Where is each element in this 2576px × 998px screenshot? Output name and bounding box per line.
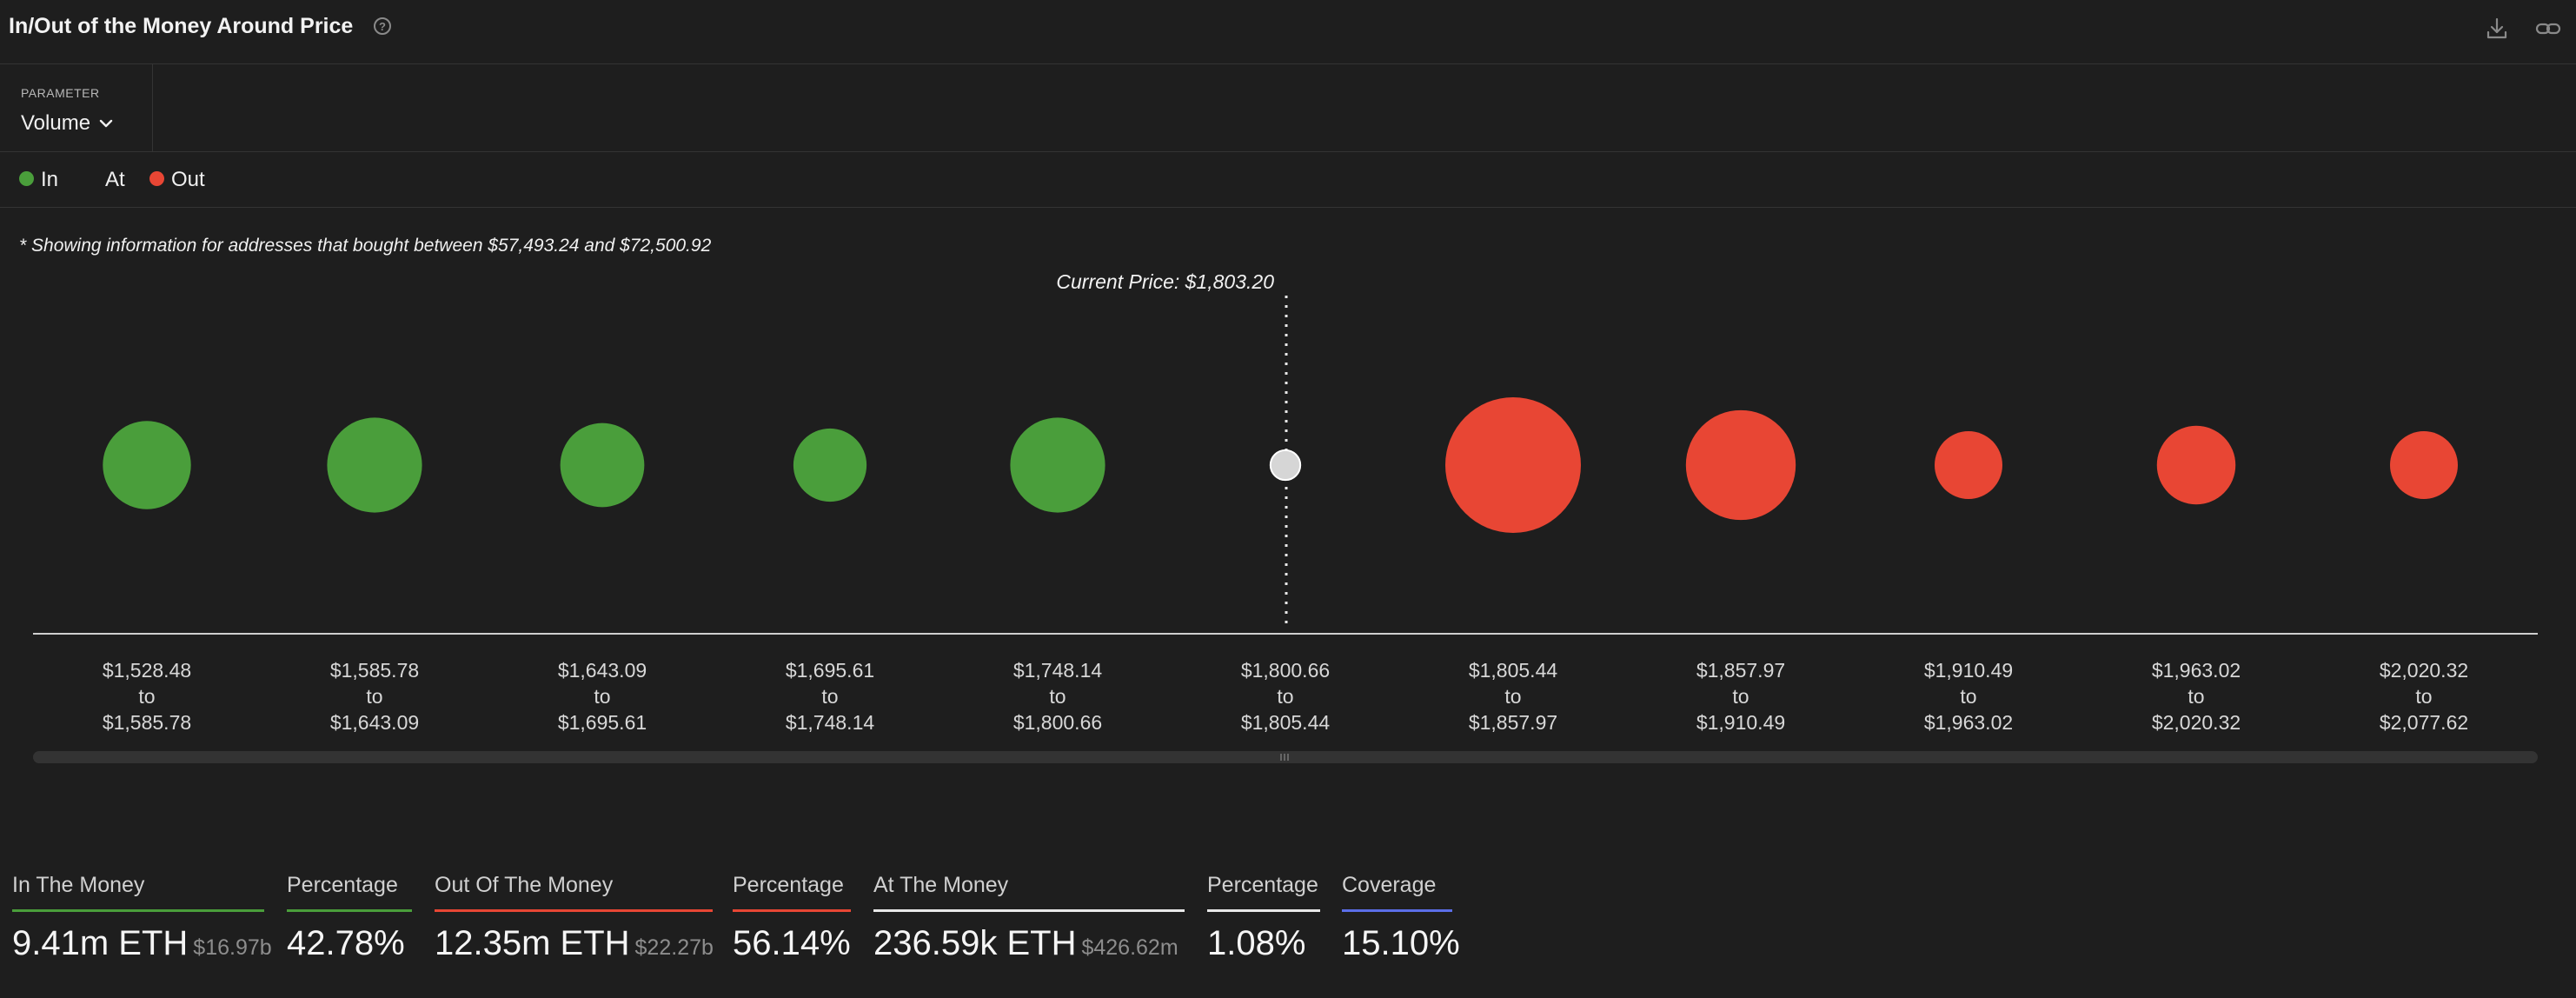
stat-out-pct-label: Percentage (733, 873, 844, 897)
current-price-label: Current Price: $1,803.20 (1056, 270, 1274, 293)
range-from-label: $1,643.09 (558, 659, 647, 682)
scroll-handle-icon[interactable] (1278, 754, 1291, 761)
link-icon[interactable] (2535, 16, 2561, 42)
range-from-label: $1,528.48 (103, 659, 191, 682)
bubble-chart: Current Price: $1,803.20 $1,528.48 to $1,5… (33, 270, 2538, 734)
stat-at-label: At The Money (873, 873, 1009, 897)
range-to-label: $2,020.32 (2152, 711, 2241, 734)
stat-coverage-label: Coverage (1342, 873, 1437, 897)
page-title: In/Out of the Money Around Price (9, 14, 354, 38)
stat-at-pct-label: Percentage (1207, 873, 1318, 897)
bubble-in-3[interactable] (560, 422, 645, 508)
bubble-out-11[interactable] (2390, 431, 2458, 499)
range-from-label: $1,963.02 (2152, 659, 2241, 682)
range-to-label: $1,643.09 (330, 711, 419, 734)
stat-out-pct: 56.14% (733, 924, 851, 962)
stat-in-value: 9.41m ETH $16.97b (12, 924, 272, 963)
range-from-label: $1,805.44 (1469, 659, 1558, 682)
stat-in-the-money: In The Money 9.41m ETH $16.97b (12, 873, 272, 963)
bubble-in-1[interactable] (103, 421, 191, 509)
stat-out-pct-underline (733, 909, 851, 912)
bubble-at-6[interactable] (1269, 449, 1302, 482)
bubble-in-2[interactable] (327, 417, 422, 513)
parameter-dropdown[interactable] (0, 64, 153, 151)
range-from-label: $2,020.32 (2380, 659, 2468, 682)
bubble-out-8[interactable] (1685, 409, 1796, 521)
range-to-label: $1,695.61 (558, 711, 647, 734)
range-from-label: $1,585.78 (330, 659, 419, 682)
range-to-joiner: to (138, 685, 155, 708)
range-to-label: $1,748.14 (786, 711, 875, 734)
bubble-in-5[interactable] (1010, 417, 1105, 513)
legend-out[interactable]: Out (171, 168, 205, 191)
question-circle-icon[interactable]: ? (374, 17, 391, 35)
range-from-label: $1,748.14 (1013, 659, 1103, 682)
range-to-joiner: to (2188, 685, 2204, 708)
stat-in-percentage: Percentage 42.78% (287, 873, 412, 963)
range-note: * Showing information for addresses that… (19, 236, 712, 256)
stat-in-underline (12, 909, 264, 912)
stat-at-usd: $426.62m (1081, 935, 1178, 960)
stat-at-pct: 1.08% (1207, 924, 1306, 962)
stat-in-pct-label: Percentage (287, 873, 398, 897)
range-to-label: $1,963.02 (1924, 711, 2013, 734)
chevron-down-icon[interactable] (98, 117, 114, 130)
stat-at-percentage: Percentage 1.08% (1207, 873, 1320, 963)
bubble-out-9[interactable] (1935, 431, 2002, 499)
range-to-joiner: to (366, 685, 382, 708)
range-to-joiner: to (821, 685, 838, 708)
stat-at-pct-underline (1207, 909, 1320, 912)
range-to-label: $1,800.66 (1013, 711, 1102, 734)
range-to-label: $2,077.62 (2380, 711, 2468, 734)
download-icon[interactable] (2484, 16, 2510, 42)
range-to-label: $1,857.97 (1469, 711, 1557, 734)
parameter-value[interactable]: Volume (21, 111, 91, 135)
stat-out-underline (435, 909, 713, 912)
stat-at-the-money: At The Money 236.59k ETH $426.62m (873, 873, 1185, 963)
stat-out-label: Out Of The Money (435, 873, 614, 897)
legend-in-dot[interactable] (19, 171, 34, 186)
stat-in-pct: 42.78% (287, 924, 405, 962)
range-to-joiner: to (1960, 685, 1976, 708)
chart-header (0, 0, 2576, 64)
range-from-label: $1,910.49 (1924, 659, 2013, 682)
legend-row (0, 152, 2576, 208)
range-to-joiner: to (2415, 685, 2432, 708)
range-to-joiner: to (1277, 685, 1293, 708)
stat-out-percentage: Percentage 56.14% (733, 873, 851, 963)
stat-coverage-underline (1342, 909, 1452, 912)
stat-at-underline (873, 909, 1185, 912)
stat-in-usd: $16.97b (193, 935, 272, 960)
stat-out-of-the-money: Out Of The Money 12.35m ETH $22.27b (435, 873, 714, 963)
bubble-out-10[interactable] (2156, 425, 2236, 505)
legend-in[interactable]: In (41, 168, 59, 191)
range-from-label: $1,695.61 (786, 659, 874, 682)
stat-at-eth: 236.59k ETH (873, 924, 1077, 962)
range-to-label: $1,585.78 (103, 711, 191, 734)
range-from-label: $1,800.66 (1241, 659, 1330, 682)
range-to-label: $1,910.49 (1696, 711, 1785, 734)
bubble-in-4[interactable] (793, 428, 867, 502)
stat-in-eth: 9.41m ETH (12, 924, 189, 962)
stat-in-label: In The Money (12, 873, 145, 897)
stat-out-value: 12.35m ETH $22.27b (435, 924, 714, 963)
stat-at-value: 236.59k ETH $426.62m (873, 924, 1185, 963)
stat-out-eth: 12.35m ETH (435, 924, 630, 962)
range-to-joiner: to (594, 685, 610, 708)
range-to-joiner: to (1049, 685, 1066, 708)
parameter-label: PARAMETER (21, 86, 100, 100)
stat-coverage: Coverage 15.10% (1342, 873, 1460, 963)
legend-out-dot[interactable] (149, 171, 164, 186)
stat-out-usd: $22.27b (634, 935, 714, 960)
bubble-out-7[interactable] (1445, 397, 1581, 533)
range-to-label: $1,805.44 (1241, 711, 1331, 734)
legend-at[interactable]: At (105, 168, 125, 191)
range-from-label: $1,857.97 (1696, 659, 1785, 682)
range-to-joiner: to (1504, 685, 1521, 708)
stat-coverage-value: 15.10% (1342, 924, 1460, 962)
range-to-joiner: to (1732, 685, 1749, 708)
stat-in-pct-underline (287, 909, 412, 912)
chart-scrollbar[interactable] (33, 751, 2538, 763)
parameter-row (0, 64, 2576, 152)
